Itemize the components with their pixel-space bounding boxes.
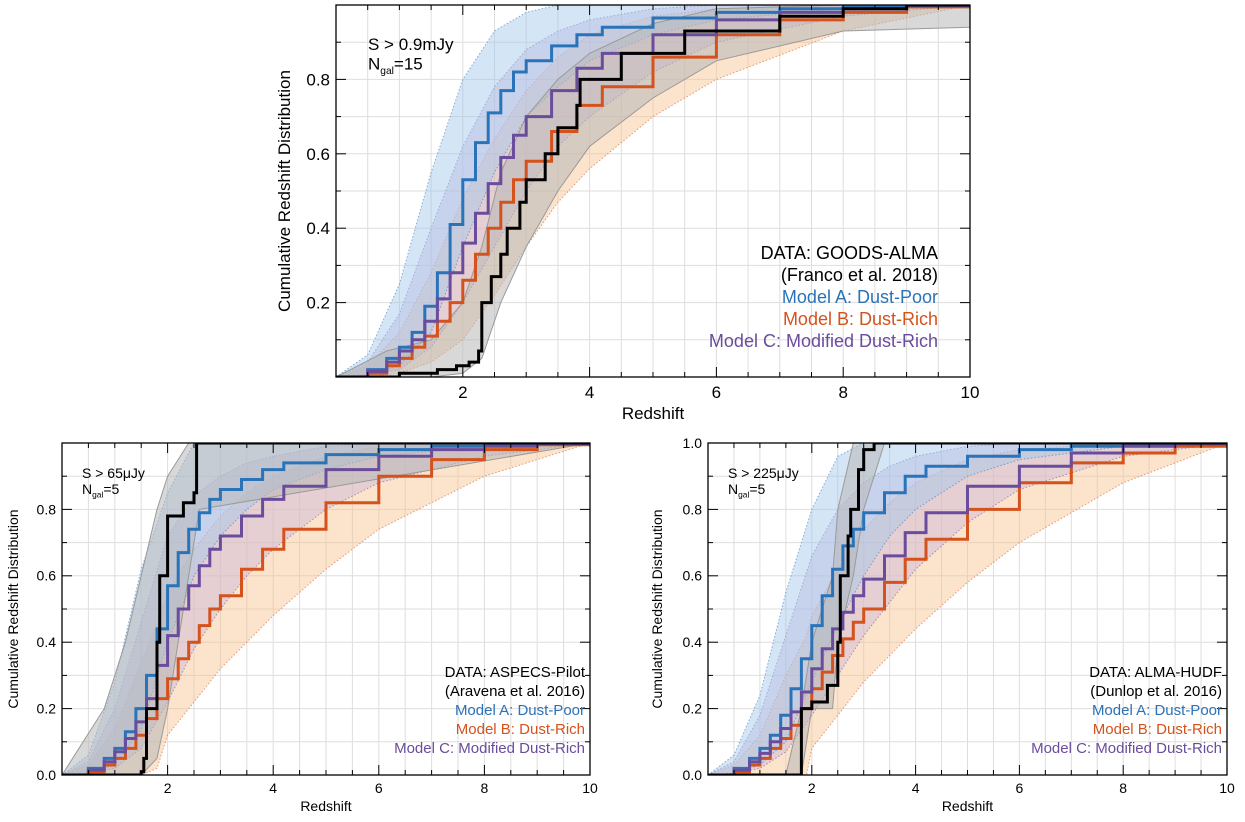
y-tick-label: 0.6 <box>683 568 703 584</box>
y-axis-label: Cumulative Redshift Distribution <box>5 509 21 708</box>
x-tick-label: 2 <box>458 383 467 402</box>
y-axis-label: Cumulative Redshift Distribution <box>649 509 665 708</box>
x-tick-label: 6 <box>1016 780 1024 796</box>
ngal-prefix: N <box>368 55 380 74</box>
x-tick-label: 10 <box>1219 780 1235 796</box>
series-data <box>708 443 1227 775</box>
y-tick-label: 0.8 <box>37 501 57 517</box>
legend-entry: Model B: Dust-Rich <box>1093 721 1222 738</box>
y-tick-label: 0.2 <box>306 294 330 313</box>
ticks <box>708 442 1227 775</box>
legend-entry: (Franco et al. 2018) <box>781 265 938 285</box>
x-tick-label: 2 <box>164 780 172 796</box>
legend-entry: Model C: Modified Dust-Rich <box>394 740 585 757</box>
legend-entry: Model A: Dust-Poor <box>1092 702 1222 719</box>
x-tick-label: 10 <box>582 780 598 796</box>
y-tick-label: 0.2 <box>683 701 703 717</box>
legend-entry: DATA: ASPECS-Pilot <box>445 664 586 681</box>
series-data <box>336 5 970 377</box>
ngal-value: =5 <box>103 481 119 497</box>
x-tick-label: 4 <box>912 780 920 796</box>
flux-annotation: S > 65μJy <box>82 465 145 481</box>
legend-entry: Model C: Modified Dust-Rich <box>709 331 938 351</box>
y-tick-label: 0.0 <box>37 767 57 783</box>
legend-entry: (Aravena et al. 2016) <box>445 683 585 700</box>
series-model-c <box>708 443 1227 775</box>
ticks <box>336 4 970 377</box>
legend-entry: Model A: Dust-Poor <box>782 287 938 307</box>
y-tick-label: 0.8 <box>306 70 330 89</box>
x-axis-label: Redshift <box>622 404 685 423</box>
series-data <box>62 443 590 775</box>
legend: DATA: GOODS-ALMA(Franco et al. 2018)Mode… <box>709 243 938 351</box>
y-tick-label: 0.8 <box>683 501 703 517</box>
series-model-b <box>62 443 590 775</box>
ngal-annotation: Ngal=15 <box>368 55 423 77</box>
series-model-c <box>336 5 970 377</box>
x-tick-label: 8 <box>1119 780 1127 796</box>
legend: DATA: ASPECS-Pilot (Aravena et al. 2016) M… <box>394 664 586 757</box>
legend-entry: Model B: Dust-Rich <box>783 309 938 329</box>
ngal-prefix: N <box>728 481 738 497</box>
legend-entry: DATA: GOODS-ALMA <box>761 243 938 263</box>
x-tick-label: 6 <box>712 383 721 402</box>
ngal-sub: gal <box>380 66 394 77</box>
legend-entry: DATA: ALMA-HUDF <box>1089 664 1222 681</box>
band-data <box>336 5 970 377</box>
series-model-b <box>336 5 970 377</box>
legend-entry: Model B: Dust-Rich <box>456 721 585 738</box>
y-tick-label: 0.4 <box>37 634 57 650</box>
chart-alma-hudf: 2 4 6 8 10 0.0 0.2 0.4 0.6 0.8 1.0 Redshift Cumulati… <box>649 435 1235 814</box>
x-tick-label: 2 <box>808 780 816 796</box>
y-tick-label: 0.6 <box>37 568 57 584</box>
flux-annotation: S > 225μJy <box>728 465 799 481</box>
series-model-c <box>62 443 590 775</box>
plot-area <box>62 443 590 775</box>
x-axis-label: Redshift <box>942 798 993 814</box>
x-tick-label: 4 <box>269 780 277 796</box>
chart-aspecs-pilot: 2 4 6 8 10 0.0 0.2 0.4 0.6 0.8 Redshift Cumulative … <box>5 442 598 814</box>
ngal-annotation: Ngal=5 <box>82 481 119 500</box>
y-tick-label: 1.0 <box>683 435 703 451</box>
x-tick-label: 6 <box>375 780 383 796</box>
series-model-b <box>708 443 1227 775</box>
ngal-value: =5 <box>749 481 765 497</box>
plot-area <box>336 5 970 377</box>
x-tick-label: 4 <box>585 383 594 402</box>
y-tick-label: 0.0 <box>683 767 703 783</box>
flux-annotation: S > 0.9mJy <box>368 35 454 54</box>
plot-area <box>708 443 1227 775</box>
ngal-sub: gal <box>92 490 103 500</box>
ticks <box>62 442 590 775</box>
legend: DATA: ALMA-HUDF (Dunlop et al. 2016) Model… <box>1031 664 1222 757</box>
x-tick-label: 10 <box>961 383 980 402</box>
y-tick-label: 0.4 <box>683 634 703 650</box>
ngal-sub: gal <box>738 490 749 500</box>
band-model-a <box>336 5 970 377</box>
legend-entry: Model C: Modified Dust-Rich <box>1031 740 1222 757</box>
y-tick-label: 0.6 <box>306 145 330 164</box>
legend-entry: Model A: Dust-Poor <box>455 702 585 719</box>
y-tick-label: 0.2 <box>37 701 57 717</box>
x-tick-label: 8 <box>838 383 847 402</box>
ngal-value: =15 <box>394 55 423 74</box>
y-tick-label: 0.4 <box>306 219 330 238</box>
x-tick-label: 8 <box>481 780 489 796</box>
ngal-annotation: Ngal=5 <box>728 481 765 500</box>
legend-entry: (Dunlop et al. 2016) <box>1090 683 1222 700</box>
chart-goods-alma: 2 4 6 8 10 0.2 0.4 0.6 0.8 Redshift Cumulative Red… <box>275 4 980 423</box>
y-axis-label: Cumulative Redshift Distribution <box>275 70 294 312</box>
ngal-prefix: N <box>82 481 92 497</box>
band-data <box>62 443 590 775</box>
band-model-b <box>708 443 1227 775</box>
x-axis-label: Redshift <box>300 798 351 814</box>
